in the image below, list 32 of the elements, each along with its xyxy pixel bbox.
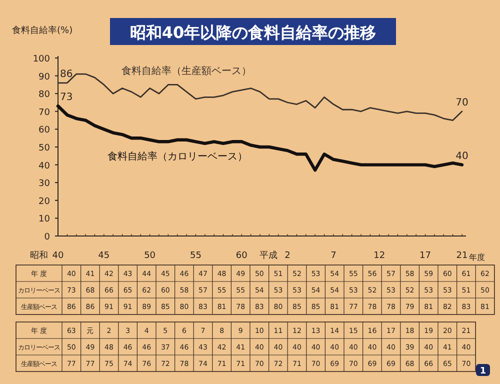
y-tick-label: 0 [44,232,50,242]
series-label: 食料自給率（生産額ベース） [122,65,252,78]
y-tick-label: 20 [38,196,50,207]
x-tick-label: 45 [98,251,110,261]
annotation: 86 [60,68,73,80]
y-tick-label: 70 [38,108,50,118]
series-label: 食料自給率（カロリーベース） [107,150,248,162]
y-tick-label: 40 [38,161,50,172]
chart-title: 昭和40年以降の食料自給率の推移 [130,23,376,42]
annotation: 73 [60,92,73,104]
text: 平成 [260,250,278,261]
x-tick-label: 12 [374,251,386,261]
x-tick-label: 21 [456,251,468,261]
y-tick-label: 30 [38,179,50,190]
x-tick-label: 7 [330,251,336,261]
y-tick-label: 90 [38,72,50,82]
x-tick-label: 55 [190,251,202,261]
y-tick-label: 10 [38,214,50,225]
x-tick-label: 17 [420,251,431,261]
text: 昭和 [30,250,48,261]
y-tick-label: 80 [38,90,50,100]
y-axis-title: 食料自給率(%) [12,25,73,36]
x-tick-label: 2 [284,251,290,261]
annotation: 40 [456,150,468,162]
x-axis-title: 年度 [469,253,485,262]
annotation: 70 [456,97,468,108]
x-tick-label: 50 [144,251,156,261]
y-tick-label: 50 [38,144,50,154]
y-tick-label: 100 [32,54,50,64]
x-tick-label: 60 [236,251,248,261]
text: 1 [480,366,486,376]
y-tick-label: 60 [38,126,50,136]
